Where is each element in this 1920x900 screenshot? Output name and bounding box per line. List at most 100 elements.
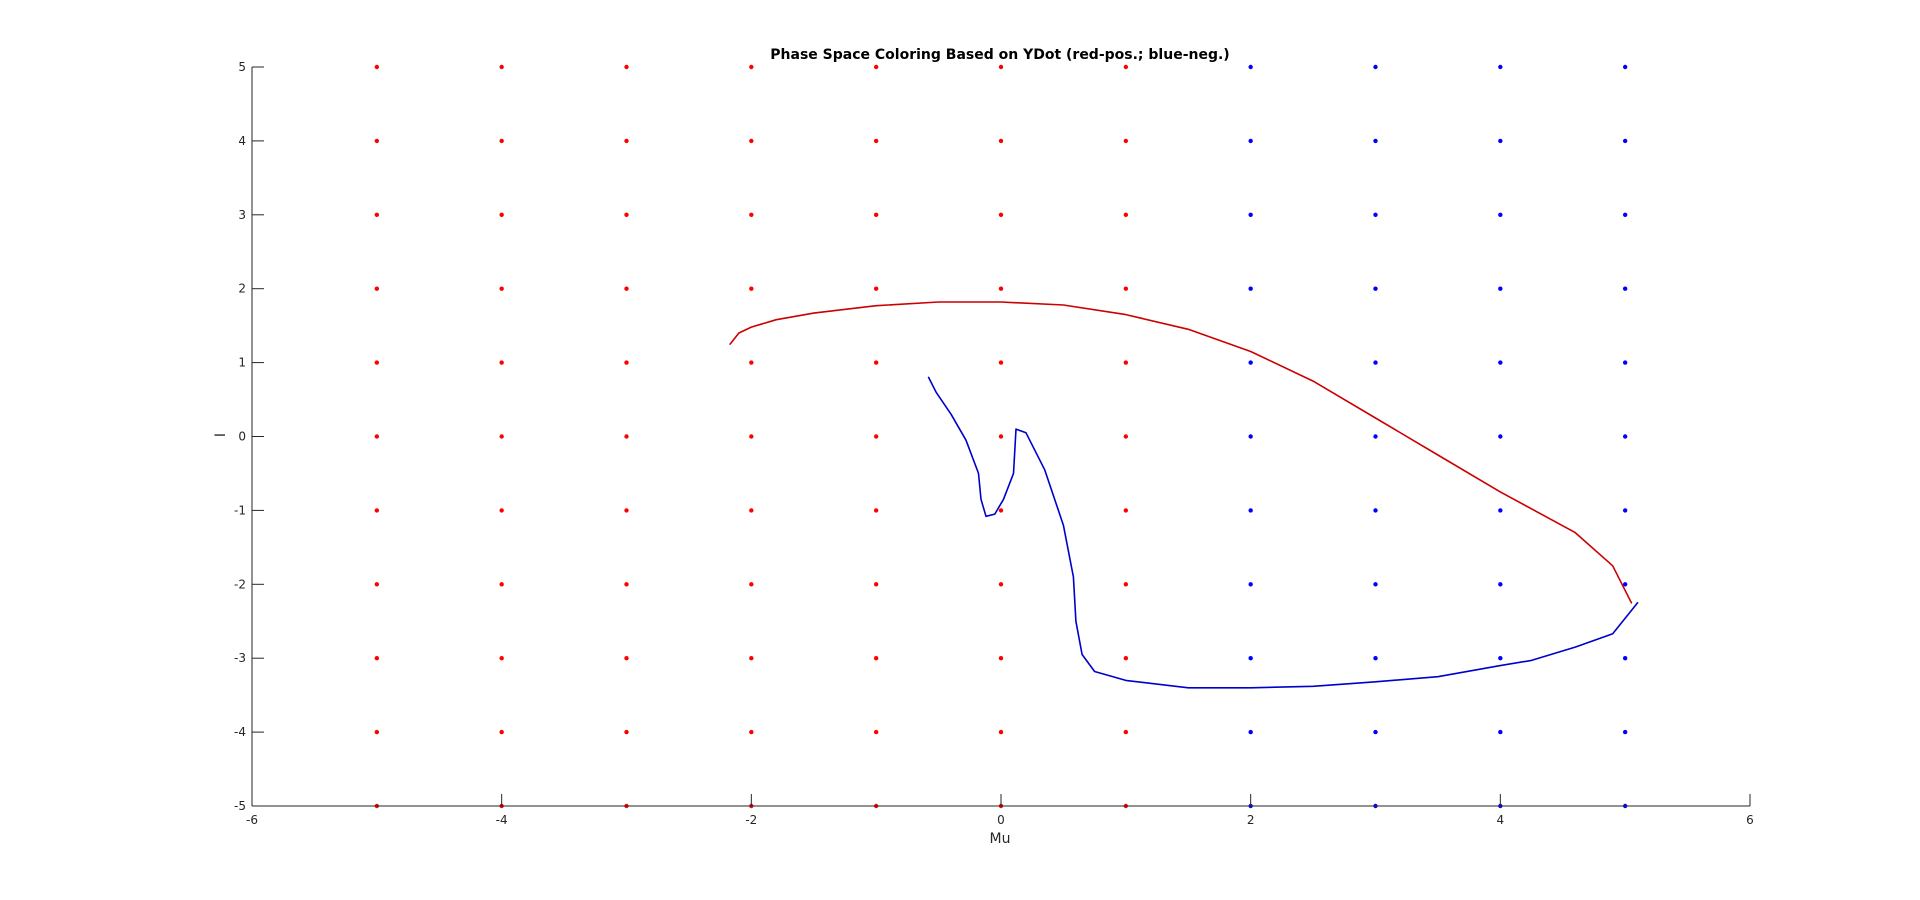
grid-point <box>1248 729 1253 735</box>
grid-point <box>499 729 504 735</box>
grid-point <box>499 582 504 587</box>
grid-point <box>1373 286 1378 291</box>
y-tick-label: -1 <box>234 503 246 517</box>
grid-point <box>624 434 629 439</box>
grid-point <box>1248 582 1253 587</box>
grid-point <box>1373 360 1378 365</box>
grid-point <box>1373 582 1378 587</box>
grid-point <box>1622 508 1628 513</box>
grid-point <box>1248 138 1253 144</box>
grid-point <box>998 64 1004 70</box>
grid-point <box>873 212 879 217</box>
grid-point <box>1373 138 1378 144</box>
grid-point <box>624 360 629 365</box>
grid-point <box>1622 582 1628 587</box>
trajectory-lines <box>729 301 1639 689</box>
grid-point <box>873 360 879 365</box>
grid-point <box>1123 138 1129 144</box>
grid-point <box>749 138 754 144</box>
x-tick-label: 6 <box>1746 813 1754 827</box>
grid-point <box>1498 434 1503 439</box>
grid-point <box>1498 508 1503 513</box>
grid-point <box>998 729 1004 735</box>
grid-point <box>499 656 504 661</box>
grid-point <box>374 582 380 587</box>
x-tick-label: -6 <box>246 813 258 827</box>
grid-points <box>374 64 1628 809</box>
y-tick-label: 1 <box>238 356 246 370</box>
grid-point <box>998 656 1004 661</box>
grid-point <box>1373 212 1378 217</box>
grid-point <box>1123 212 1129 217</box>
grid-point <box>1498 360 1503 365</box>
grid-point <box>624 656 629 661</box>
y-tick-label: -4 <box>234 725 246 739</box>
grid-point <box>1622 64 1628 70</box>
grid-point <box>749 212 754 217</box>
grid-point <box>1498 64 1503 70</box>
grid-point <box>1622 360 1628 365</box>
grid-point <box>873 434 879 439</box>
grid-point <box>1123 286 1129 291</box>
x-tick-label: -4 <box>496 813 508 827</box>
grid-point <box>1622 656 1628 661</box>
grid-point <box>499 434 504 439</box>
grid-point <box>873 64 879 70</box>
grid-point <box>1123 360 1129 365</box>
grid-point <box>1498 212 1503 217</box>
x-tick-label: -2 <box>745 813 757 827</box>
grid-point <box>998 286 1004 291</box>
grid-point <box>873 508 879 513</box>
grid-point <box>1622 286 1628 291</box>
trajectory-line-1 <box>729 301 1633 604</box>
y-tick-label: 4 <box>238 134 246 148</box>
grid-point <box>749 286 754 291</box>
grid-point <box>1123 729 1129 735</box>
grid-point <box>1123 582 1129 587</box>
grid-point <box>499 212 504 217</box>
grid-point <box>499 64 504 70</box>
grid-point <box>749 729 754 735</box>
grid-point <box>1498 729 1503 735</box>
grid-point <box>499 286 504 291</box>
y-tick-label: 3 <box>238 208 246 222</box>
grid-point <box>499 508 504 513</box>
trajectory-line-2 <box>927 376 1639 689</box>
grid-point <box>749 582 754 587</box>
grid-point <box>499 360 504 365</box>
grid-point <box>1248 286 1253 291</box>
grid-point <box>1248 212 1253 217</box>
grid-point <box>374 212 380 217</box>
grid-point <box>1373 434 1378 439</box>
grid-point <box>624 138 629 144</box>
x-tick-label: 0 <box>997 813 1005 827</box>
grid-point <box>624 64 629 70</box>
grid-point <box>1248 656 1253 661</box>
grid-point <box>998 582 1004 587</box>
grid-point <box>1622 212 1628 217</box>
grid-point <box>624 508 629 513</box>
y-tick-label: 5 <box>238 60 246 74</box>
grid-point <box>1248 434 1253 439</box>
grid-point <box>873 582 879 587</box>
grid-point <box>1373 729 1378 735</box>
grid-point <box>1373 64 1378 70</box>
y-tick-label: 0 <box>238 430 246 444</box>
x-axis-label: Mu <box>990 831 1011 847</box>
grid-point <box>374 508 380 513</box>
grid-point <box>1622 729 1628 735</box>
grid-point <box>374 138 380 144</box>
grid-point <box>1373 508 1378 513</box>
grid-point <box>749 508 754 513</box>
grid-point <box>1373 656 1378 661</box>
grid-point <box>873 138 879 144</box>
grid-point <box>1498 582 1503 587</box>
grid-point <box>1498 656 1503 661</box>
grid-point <box>873 729 879 735</box>
grid-point <box>624 212 629 217</box>
y-axis-label: I <box>213 433 229 437</box>
grid-point <box>624 729 629 735</box>
grid-point <box>1123 434 1129 439</box>
